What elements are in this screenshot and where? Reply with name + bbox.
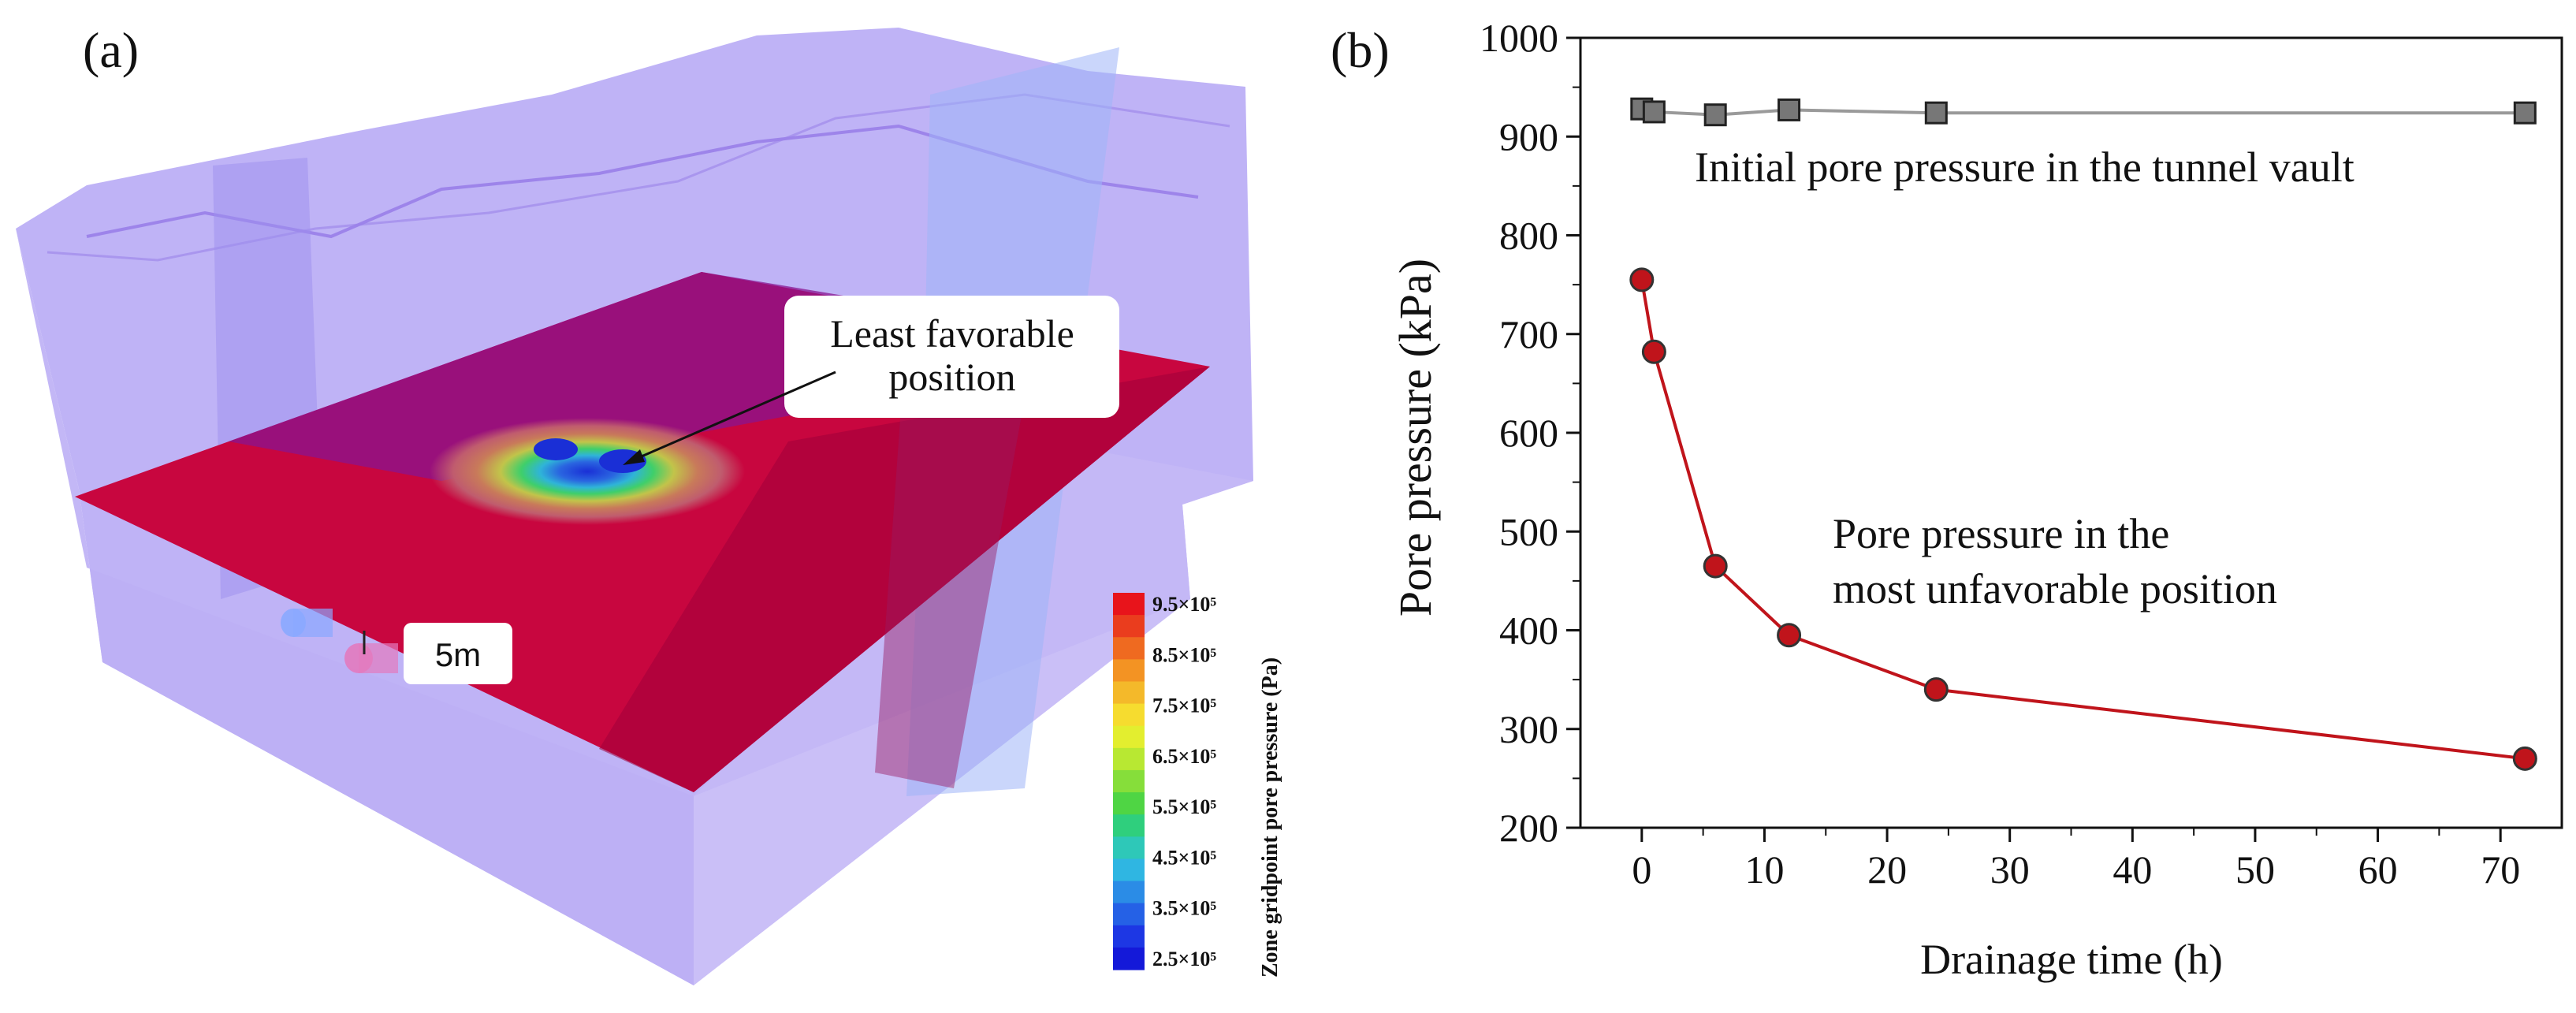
series-point-circle — [2512, 746, 2537, 771]
callout-arrow-head — [623, 449, 645, 465]
colorbar-segment — [1113, 615, 1145, 638]
colorbar-segment — [1113, 836, 1145, 860]
y-tick-label: 1000 — [1480, 16, 1558, 60]
plane-shaded-band — [599, 367, 1210, 792]
x-tick-label: 20 — [1867, 847, 1907, 892]
chart-x-label: Drainage time (h) — [1920, 936, 2223, 983]
colorbar-segment — [1113, 792, 1145, 815]
series-line-0 — [1641, 107, 2526, 117]
y-tick-label: 200 — [1499, 806, 1558, 850]
series-point-square — [2513, 101, 2537, 125]
chart-area: 0 10 20 30 40 50 60 70 200 300 400 500 600 700 800 900 1… — [1480, 16, 2563, 892]
colorbar: 9.5×10⁵ 8.5×10⁵ 7.5×10⁵ 6.5×10⁵ 5.5×10⁵ 4.5×1… — [1113, 593, 1216, 970]
y-tick-label: 500 — [1499, 509, 1558, 553]
panel-b-label: (b) — [1331, 22, 1390, 78]
colorbar-segment — [1113, 769, 1145, 793]
x-tick-label: 0 — [1632, 847, 1651, 892]
x-tick-label: 60 — [2358, 847, 2398, 892]
y-tick-label: 400 — [1499, 609, 1558, 653]
colorbar-segment — [1113, 814, 1145, 837]
colorbar-segment — [1113, 593, 1145, 616]
callout-arrow — [630, 371, 836, 463]
pressure-contour — [430, 418, 745, 525]
x-tick-label: 50 — [2235, 847, 2275, 892]
colorbar-segment — [1113, 881, 1145, 904]
colorbar-tick-label: 3.5×10⁵ — [1152, 897, 1216, 920]
colorbar-segment — [1113, 659, 1145, 683]
dimension-label: 5m — [435, 636, 481, 673]
chart-y-label: Pore pressure (kPa) — [1390, 259, 1441, 616]
series-point-circle — [1777, 623, 1802, 648]
series-point-circle — [1923, 677, 1949, 702]
series-point-square — [1703, 103, 1727, 127]
series-point-circle — [1641, 339, 1666, 364]
colorbar-segment — [1113, 637, 1145, 660]
model-block-front-face — [16, 229, 694, 985]
colorbar-tick-label: 2.5×10⁵ — [1152, 948, 1216, 970]
panel-a-label: (a) — [83, 22, 139, 78]
colorbar-segment — [1113, 947, 1145, 970]
colorbar-tick-label: 8.5×10⁵ — [1152, 643, 1216, 666]
colorbar-tick-label: 4.5×10⁵ — [1152, 846, 1216, 869]
colorbar-tick-label: 6.5×10⁵ — [1152, 745, 1216, 768]
x-tick-label: 70 — [2481, 847, 2520, 892]
series-point-square — [1924, 101, 1948, 125]
colorbar-tick-label: 5.5×10⁵ — [1152, 795, 1216, 818]
series-point-circle — [1629, 267, 1655, 292]
fault-crossing — [875, 331, 1033, 788]
colorbar-segment — [1113, 725, 1145, 749]
colorbar-title: Zone gridpoint pore pressure (Pa) — [1258, 657, 1282, 978]
callout-line1: Least favorable — [830, 311, 1074, 356]
colorbar-segment — [1113, 747, 1145, 771]
callout-box — [784, 296, 1119, 418]
tunnel-cylinders — [281, 609, 398, 673]
plane-upper-region — [229, 272, 914, 481]
series-annotation-unfavorable-2: most unfavorable position — [1833, 565, 2277, 613]
panel-b: (b) 0 10 20 30 40 50 60 70 200 300 400 500 600 700 800… — [1331, 16, 2563, 983]
y-tick-label: 600 — [1499, 411, 1558, 455]
series-annotation-initial: Initial pore pressure in the tunnel vaul… — [1695, 143, 2355, 191]
dimension-box — [404, 623, 512, 684]
y-tick-label: 700 — [1499, 312, 1558, 356]
colorbar-segment — [1113, 903, 1145, 926]
colorbar-segment — [1113, 681, 1145, 705]
x-tick-label: 10 — [1744, 847, 1784, 892]
colorbar-segment — [1113, 925, 1145, 948]
panel-a: Least favorable position 5m (a) 9.5×10⁵ 8… — [16, 22, 1282, 985]
pressure-contour-core — [534, 438, 578, 460]
y-tick-label: 800 — [1499, 214, 1558, 258]
series-point-circle — [1703, 553, 1728, 579]
y-tick-label: 300 — [1499, 707, 1558, 751]
x-tick-label: 40 — [2113, 847, 2152, 892]
series-point-square — [1778, 98, 1801, 121]
colorbar-tick-label: 9.5×10⁵ — [1152, 593, 1216, 616]
colorbar-tick-label: 7.5×10⁵ — [1152, 695, 1216, 717]
series-point-square — [1642, 100, 1666, 124]
y-tick-label: 900 — [1499, 114, 1558, 158]
colorbar-segment — [1113, 858, 1145, 882]
series-annotation-unfavorable-1: Pore pressure in the — [1833, 510, 2169, 557]
callout-line2: position — [888, 355, 1015, 399]
x-tick-label: 30 — [1990, 847, 2030, 892]
colorbar-segment — [1113, 703, 1145, 727]
